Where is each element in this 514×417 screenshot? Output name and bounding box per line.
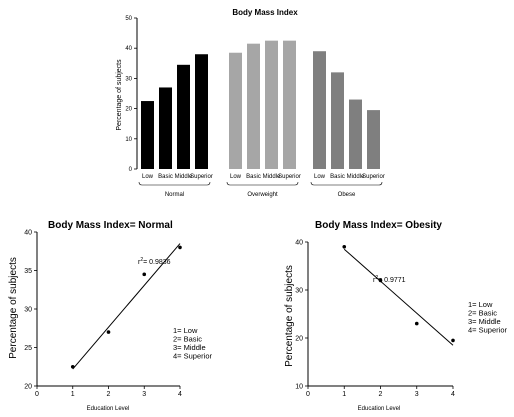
- bar-chart-y-label: Percentage of subjects: [116, 59, 123, 131]
- bar-category-label: Superior: [362, 174, 385, 180]
- bar: [177, 64, 190, 169]
- bar: [229, 52, 242, 170]
- legend-entry: 1= Low: [173, 326, 198, 335]
- x-tick-label: 2: [107, 391, 111, 398]
- bar: [159, 87, 172, 169]
- x-tick-label: 3: [415, 391, 419, 398]
- y-tick-label: 20: [24, 384, 32, 391]
- y-tick-label: 20: [295, 336, 303, 343]
- scatter-obesity-chart: Body Mass Index= Obesity Percentage of s…: [284, 220, 507, 412]
- bar-y-tick-label: 40: [125, 46, 132, 52]
- bar-group-label: Obese: [338, 192, 356, 198]
- bar-group-bracket: [310, 181, 383, 186]
- bar: [367, 110, 380, 169]
- bar-category-label: Superior: [190, 174, 213, 180]
- bar: [247, 43, 260, 169]
- legend-entry: 1= Low: [468, 300, 493, 309]
- legend-entry: 2= Basic: [468, 309, 497, 318]
- y-tick-label: 35: [24, 268, 32, 275]
- bar-category-label: Basic: [246, 174, 261, 180]
- y-tick-label: 40: [295, 240, 303, 247]
- bar-y-tick-label: 0: [129, 167, 133, 173]
- data-point: [178, 245, 182, 250]
- y-tick-label: 40: [24, 230, 32, 237]
- scatter-normal-chart: Body Mass Index= Normal Percentage of su…: [8, 220, 212, 412]
- bar-category-label: Superior: [278, 174, 301, 180]
- bar-chart: Body Mass Index Percentage of subjects 0…: [116, 8, 385, 198]
- legend-entry: 3= Middle: [468, 317, 501, 326]
- x-tick-label: 0: [306, 391, 310, 398]
- legend-entry: 4= Superior: [173, 352, 212, 361]
- bar-category-label: Middle: [263, 174, 281, 180]
- y-tick-label: 30: [24, 307, 32, 314]
- x-tick-label: 3: [142, 391, 146, 398]
- data-point: [378, 278, 383, 283]
- data-point: [142, 272, 147, 277]
- data-point: [342, 245, 347, 249]
- bar-chart-title: Body Mass Index: [232, 8, 298, 17]
- x-tick-label: 4: [178, 391, 182, 398]
- r-squared-label: r2= 0.9771: [373, 275, 406, 284]
- bar: [141, 101, 154, 169]
- bar-category-label: Middle: [175, 174, 193, 180]
- scatter-normal-title: Body Mass Index= Normal: [48, 220, 173, 231]
- bar-group-label: Normal: [165, 192, 184, 198]
- r-squared-label: r2= 0.9836: [138, 257, 171, 266]
- bar-y-tick-label: 30: [125, 76, 132, 82]
- data-point: [414, 321, 419, 326]
- bar: [313, 51, 326, 169]
- bar-category-label: Low: [142, 174, 154, 180]
- legend-entry: 3= Middle: [173, 343, 206, 352]
- bar: [195, 54, 208, 169]
- data-point: [106, 330, 111, 334]
- scatter-obesity-x-label: Education Level: [358, 406, 401, 412]
- bar: [265, 40, 278, 170]
- bar-category-label: Middle: [347, 174, 365, 180]
- bar: [331, 72, 344, 169]
- x-tick-label: 1: [71, 391, 75, 398]
- y-tick-label: 30: [295, 288, 303, 295]
- x-tick-label: 1: [342, 391, 346, 398]
- scatter-obesity-title: Body Mass Index= Obesity: [315, 220, 442, 231]
- x-tick-label: 0: [35, 391, 39, 398]
- bar-category-label: Basic: [158, 174, 173, 180]
- bar-group-bracket: [138, 181, 211, 186]
- regression-line: [343, 248, 454, 346]
- scatter-normal-x-label: Education Level: [87, 406, 130, 412]
- regression-line: [72, 243, 181, 370]
- data-point: [70, 364, 75, 369]
- x-tick-label: 2: [379, 391, 383, 398]
- data-point: [451, 338, 455, 343]
- bar-group-label: Overweight: [247, 192, 278, 198]
- bar-y-tick-label: 50: [125, 16, 132, 22]
- bar: [349, 99, 362, 169]
- bar-category-label: Low: [314, 174, 326, 180]
- bar: [283, 40, 296, 170]
- bar-category-label: Basic: [330, 174, 345, 180]
- bar-group-bracket: [226, 181, 299, 186]
- bar-category-label: Low: [230, 174, 242, 180]
- bar-y-tick-label: 10: [125, 137, 132, 143]
- y-tick-label: 10: [295, 384, 303, 391]
- legend-entry: 4= Superior: [468, 326, 507, 335]
- x-tick-label: 4: [451, 391, 455, 398]
- scatter-obesity-y-label: Percentage of subjects: [284, 265, 295, 367]
- bar-y-tick-label: 20: [125, 107, 132, 113]
- scatter-normal-y-label: Percentage of subjects: [8, 257, 19, 359]
- legend-entry: 2= Basic: [173, 335, 202, 344]
- y-tick-label: 25: [24, 345, 32, 352]
